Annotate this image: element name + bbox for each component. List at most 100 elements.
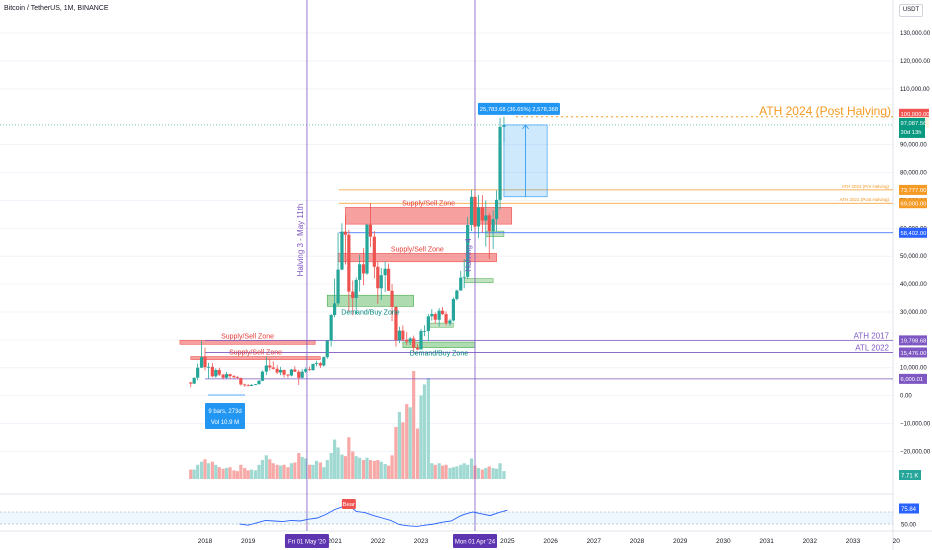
price-tag <box>899 108 929 119</box>
price-tag <box>899 198 927 209</box>
candle-body <box>325 340 329 358</box>
volume-bar <box>192 469 196 479</box>
x-highlight-box <box>284 534 329 548</box>
y-tick-label: 0.00 <box>900 394 912 400</box>
volume-bar <box>336 447 340 479</box>
price-tag <box>899 347 927 358</box>
candle-body <box>376 266 380 289</box>
volume-bar <box>260 460 265 479</box>
volume-bar <box>297 452 301 479</box>
volume-bar <box>361 460 366 479</box>
candle-body <box>340 231 344 270</box>
candle-body <box>225 374 229 378</box>
candle-body <box>480 207 484 221</box>
candle-body <box>448 320 452 324</box>
candle-body <box>260 371 265 381</box>
volume-bar <box>203 459 207 479</box>
supply-zone-label: Supply/Sell Zone <box>229 350 282 357</box>
halving-label: Halving 4 <box>464 238 473 272</box>
volume-bar <box>264 455 268 479</box>
candle-body <box>372 236 376 267</box>
volume-bar <box>271 463 275 479</box>
candle-body <box>228 374 232 377</box>
candle-body <box>354 279 358 299</box>
candle-body <box>426 316 430 332</box>
candle-body <box>192 377 196 384</box>
bars-callout-line2: Vol 10.9 M <box>211 420 239 426</box>
candle-body <box>433 314 437 320</box>
volume-bar <box>232 470 236 479</box>
candle-body <box>282 369 286 375</box>
volume-bar <box>275 464 279 479</box>
volume-bar <box>405 404 409 479</box>
candle-body <box>221 374 225 378</box>
candle-body <box>253 384 258 386</box>
candle-body <box>437 310 441 320</box>
volume-bar <box>343 456 347 479</box>
x-tick-label: 2027 <box>587 538 602 545</box>
price-tag-label: 6,000.01 <box>901 377 924 383</box>
candle-body <box>232 376 236 378</box>
candle-body <box>358 264 362 280</box>
y-tick-label: 80,000.00 <box>900 171 927 177</box>
candle-body <box>368 224 373 237</box>
volume-bar <box>189 469 193 479</box>
volume-bar <box>379 461 383 479</box>
volume-bar <box>430 463 434 479</box>
volume-bar <box>257 464 261 479</box>
volume-bar <box>243 467 247 479</box>
volume-bar <box>311 464 315 479</box>
volume-bar <box>314 460 319 479</box>
volume-bar <box>253 470 258 479</box>
supply-zone-label: Supply/Sell Zone <box>391 246 444 253</box>
candle-body <box>495 199 499 220</box>
x-tick-label: 2031 <box>759 538 774 545</box>
volume-bar <box>502 471 506 479</box>
x-tick-label: 2033 <box>846 538 861 545</box>
candle-body <box>484 215 488 221</box>
halving-lines <box>306 0 476 531</box>
price-tag-label: 15,476.00 <box>901 351 927 357</box>
candle-body <box>412 338 416 348</box>
candle-body <box>239 378 243 385</box>
volume-bar <box>322 467 326 479</box>
volume-bar <box>372 460 376 479</box>
symbol-title: Bitcoin / TetherUS, 1M, BINANCE <box>4 5 109 12</box>
volume-bar <box>401 422 405 479</box>
y-tick-label: 40,000.00 <box>900 282 927 288</box>
price-tag-label: 19,798.68 <box>901 339 927 345</box>
supply-zone-label: Supply/Sell Zone <box>402 200 455 207</box>
candle-body <box>408 338 412 342</box>
y-tick-label: −20,000.00 <box>900 449 931 455</box>
price-tag-label: 73,777.00 <box>901 188 927 194</box>
candle-body <box>455 290 459 299</box>
volume-bar <box>325 460 329 479</box>
candle-body <box>379 275 383 289</box>
candle-body <box>300 371 304 378</box>
price-tag <box>899 227 927 238</box>
candle-body <box>459 277 463 291</box>
measure-label-box <box>477 102 560 115</box>
candle-body <box>491 219 495 232</box>
volume-bar <box>368 460 373 479</box>
candle-body <box>243 384 247 386</box>
volume-bar <box>455 466 459 479</box>
candle-body <box>361 264 366 274</box>
volume-label: 7.71 K <box>901 474 918 480</box>
price-tag-label: 58,402.00 <box>901 231 927 237</box>
candle-body <box>387 268 391 291</box>
candle-body <box>293 369 297 372</box>
candle-body <box>271 367 275 369</box>
volume-bar <box>307 464 312 479</box>
candle-body <box>351 291 355 299</box>
candle-body <box>311 363 315 371</box>
currency-button[interactable]: USDT <box>899 4 923 17</box>
volume-bar <box>448 467 452 479</box>
volume-bar <box>289 463 293 479</box>
candle-body <box>297 371 301 378</box>
volume-bar <box>412 371 416 479</box>
y-tick-label: 120,000.00 <box>900 59 931 65</box>
volume-bar <box>491 467 495 479</box>
volume-bar <box>250 469 254 479</box>
